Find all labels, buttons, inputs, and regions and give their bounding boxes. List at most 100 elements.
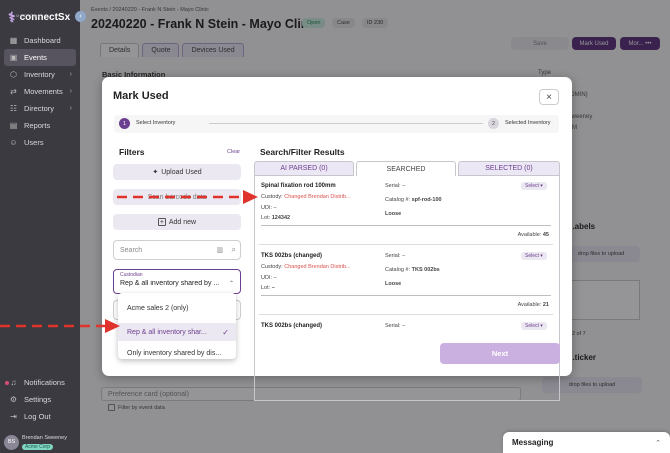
next-button[interactable]: Next <box>440 343 560 364</box>
annotation-arrow <box>0 319 120 333</box>
upload-used-button[interactable]: ✦ Upload Used <box>113 164 241 180</box>
tab-selected[interactable]: SELECTED (0) <box>458 161 560 176</box>
sidebar-nav: ▦ Dashboard ▣ Events ⬡ Inventory › ⇄ Movement… <box>4 32 76 151</box>
results-title: Search/Filter Results <box>260 147 345 157</box>
sidebar-item-logout[interactable]: ⇥ Log Out <box>4 408 76 425</box>
item-serial: Serial: – <box>385 183 406 189</box>
field-label: Custody: <box>261 264 283 270</box>
item-serial: Serial: – <box>385 253 406 259</box>
item-available: Available: 21 <box>518 302 549 308</box>
drop-files-zone[interactable]: drop files to upload <box>562 246 640 262</box>
section-title: Basic Information <box>102 70 166 79</box>
user-profile[interactable]: BS Brendan Sweeney Acme Corp <box>4 432 80 452</box>
sidebar-item-movements[interactable]: ⇄ Movements › <box>4 83 76 100</box>
tab-details[interactable]: Details <box>100 43 140 57</box>
item-available: Available: 45 <box>518 232 549 238</box>
mark-used-button[interactable]: Mark Used <box>572 37 616 50</box>
logout-icon: ⇥ <box>10 412 17 421</box>
sidebar-item-events[interactable]: ▣ Events <box>4 49 76 66</box>
sparkle-icon: ✦ <box>152 169 159 176</box>
sidebar-item-notifications[interactable]: ♫ Notifications <box>4 374 76 391</box>
arrow-head <box>243 190 258 204</box>
catalog-value: spf-rod-100 <box>411 197 442 203</box>
tab-quote[interactable]: Quote <box>142 43 180 57</box>
checkbox[interactable] <box>108 404 115 411</box>
checkbox-label: Filter by event data <box>118 404 165 411</box>
field-label: Lot: <box>261 285 271 291</box>
select-button[interactable]: Select ▾ <box>521 322 547 330</box>
search-placeholder: Search <box>120 246 143 254</box>
item-name: TKS 002bs (changed) <box>261 253 323 259</box>
list-item: Spinal fixation rod 100mm Custody: Chang… <box>259 179 553 245</box>
more-button[interactable]: Mor... ••• <box>620 37 660 50</box>
clear-filters-link[interactable]: Clear <box>227 149 241 155</box>
search-icon[interactable]: ⌕ <box>231 245 236 254</box>
calendar-icon: ▣ <box>9 53 18 62</box>
drop-files-zone[interactable]: drop files to upload <box>542 377 642 393</box>
collapse-sidebar-button[interactable]: ‹ <box>75 11 86 22</box>
button-label: Upload Used <box>161 168 202 176</box>
logo-subtitle: MEDICAL <box>16 13 41 18</box>
sidebar-item-settings[interactable]: ⚙ Settings <box>4 391 76 408</box>
barcode-icon[interactable]: ▥ <box>216 247 223 254</box>
field-label: Custody: <box>261 194 283 200</box>
sidebar-item-users[interactable]: ☺ Users <box>4 134 76 151</box>
tab-searched[interactable]: SEARCHED <box>356 161 456 176</box>
select-button[interactable]: Select ▾ <box>521 182 547 190</box>
close-icon: × <box>546 91 552 103</box>
close-button[interactable]: × <box>539 89 559 105</box>
custodian-select[interactable]: Custodian Rep & all inventory shared by … <box>113 269 241 294</box>
sidebar-item-label: Inventory <box>24 70 55 79</box>
step-number: 1 <box>119 118 130 129</box>
sidebar-item-reports[interactable]: ▤ Reports <box>4 117 76 134</box>
label-preview[interactable] <box>562 280 640 320</box>
page-title: 20240220 - Frank N Stein - Mayo Clinic <box>91 17 319 31</box>
filter-event-checkbox[interactable]: Filter by event data <box>108 404 165 411</box>
field-label: Available: <box>517 232 542 238</box>
messaging-panel[interactable]: Messaging ⌃ <box>503 432 670 453</box>
lot-value: – <box>271 285 275 291</box>
step-label: Select Inventory <box>136 120 176 126</box>
sidebar-item-label: Dashboard <box>24 36 61 45</box>
dropdown-option-selected[interactable]: Rep & all inventory shar... ✓ <box>118 323 236 341</box>
pagination: 1 - 2 of 7 <box>564 331 586 337</box>
available-value: 21 <box>542 302 549 308</box>
add-new-button[interactable]: + Add new <box>113 214 241 230</box>
id-badge: ID 230 <box>362 18 389 28</box>
arrow-head <box>105 319 120 333</box>
divider <box>261 295 551 296</box>
dropdown-option[interactable]: Acme sales 2 (only) <box>127 304 189 312</box>
chevron-right-icon: › <box>69 88 72 95</box>
custody-value: Changed Brendan Distrib... <box>284 264 351 270</box>
scan-barcode-button[interactable]: Scan barcode data <box>113 189 241 205</box>
search-input[interactable]: Search ▥ ⌕ <box>113 240 241 260</box>
sidebar-item-inventory[interactable]: ⬡ Inventory › <box>4 66 76 83</box>
tab-ai-parsed[interactable]: AI PARSED (0) <box>254 161 354 176</box>
step-connector <box>209 123 483 124</box>
sidebar-item-dashboard[interactable]: ▦ Dashboard <box>4 32 76 49</box>
check-icon: ✓ <box>222 327 229 337</box>
app-logo[interactable]: ⚕ connectSx <box>8 9 70 26</box>
results-list[interactable]: Spinal fixation rod 100mm Custody: Chang… <box>254 176 560 401</box>
select-value: Rep & all inventory shared by ... <box>120 280 220 287</box>
custodian-dropdown: Acme sales 2 (only) Rep & all inventory … <box>118 293 236 359</box>
step-number: 2 <box>488 118 499 129</box>
custody-value: Changed Brendan Distrib... <box>284 194 351 200</box>
step-label: Selected Inventory <box>505 120 551 126</box>
item-udi: UDI: – <box>261 275 277 281</box>
dropdown-option[interactable]: Only inventory shared by dis... <box>127 349 222 357</box>
directory-icon: ☷ <box>9 104 18 113</box>
item-name: Spinal fixation rod 100mm <box>261 183 336 189</box>
breadcrumb[interactable]: Events / 20240220 - Frank N Stein - Mayo… <box>91 7 209 13</box>
arrows-icon: ⇄ <box>10 87 17 96</box>
chevron-up-icon: ⌃ <box>228 281 234 287</box>
sidebar-item-directory[interactable]: ☷ Directory › <box>4 100 76 117</box>
sidebar-bottom: ♫ Notifications ⚙ Settings ⇥ Log Out <box>4 374 76 425</box>
select-button[interactable]: Select ▾ <box>521 252 547 260</box>
tab-devices-used[interactable]: Devices Used <box>182 43 244 57</box>
item-udi: UDI: – <box>261 205 277 211</box>
avatar: BS <box>4 434 19 450</box>
button-label: Scan barcode data <box>147 193 207 201</box>
sidebar: ⚕ connectSx MEDICAL ▦ Dashboard ▣ Events ⬡… <box>0 0 80 453</box>
save-button[interactable]: Save <box>511 37 569 50</box>
